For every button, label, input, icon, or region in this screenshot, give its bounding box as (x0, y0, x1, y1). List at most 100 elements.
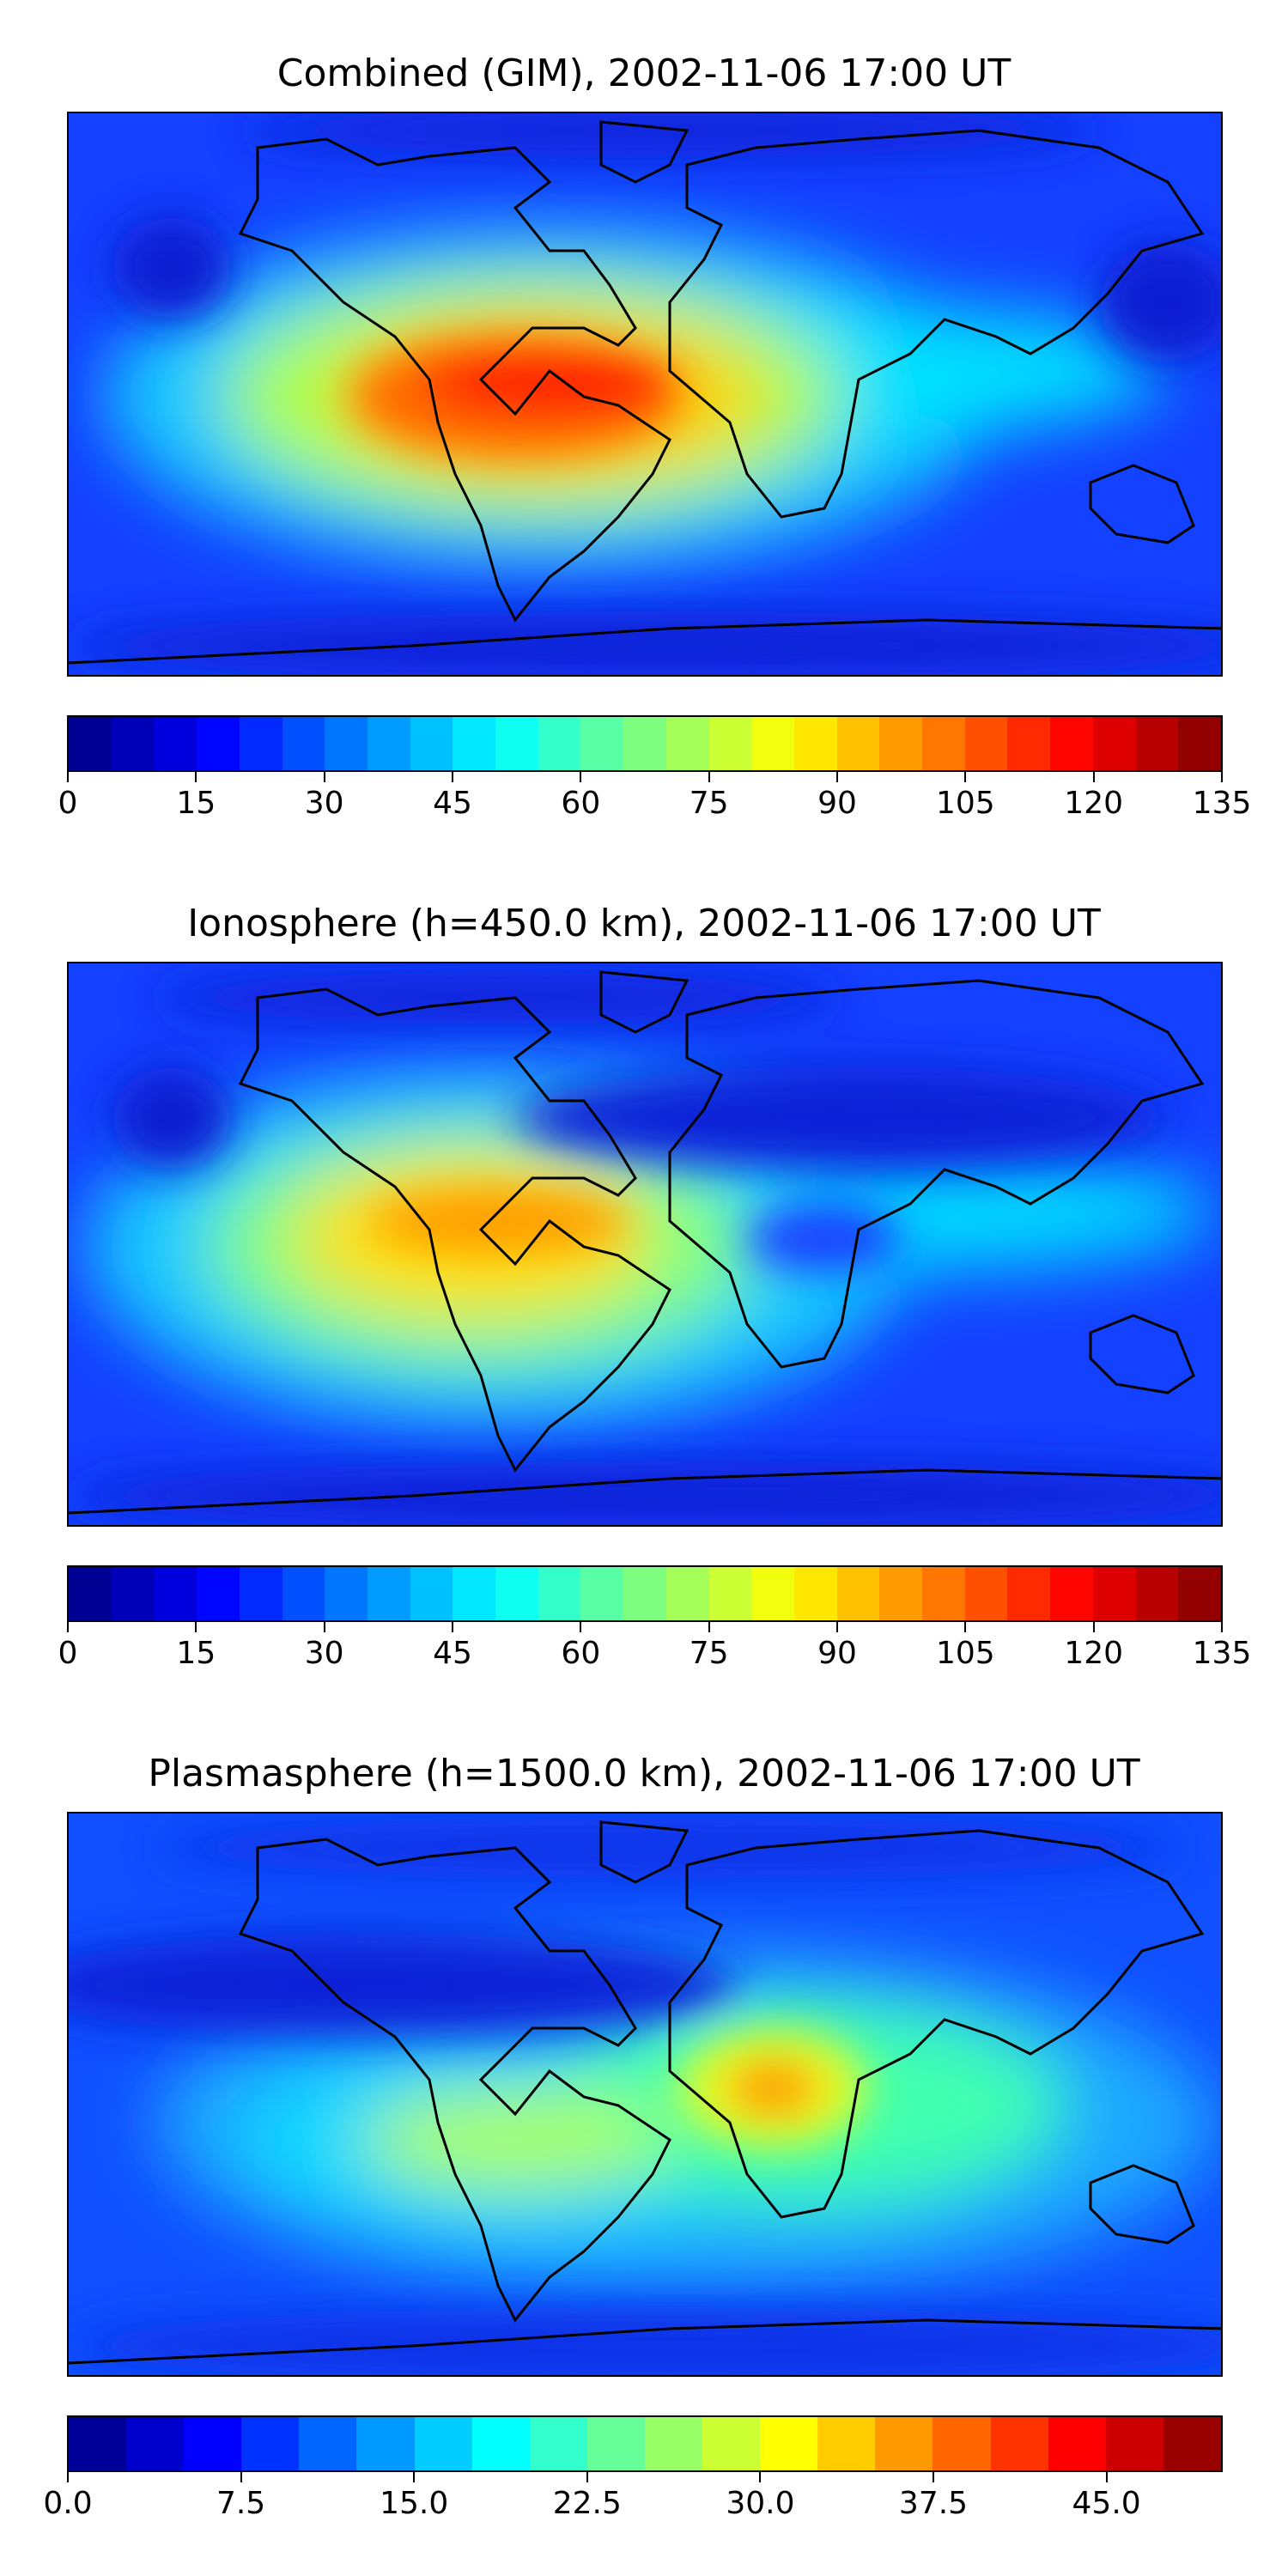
colorbar-segment (751, 1567, 794, 1620)
colorbar-tick (240, 2472, 242, 2482)
colorbar-segment (111, 1567, 155, 1620)
colorbar-tick-label: 75 (689, 1636, 729, 1671)
colorbar-segment (665, 717, 709, 770)
panel-3-title: Plasmasphere (h=1500.0 km), 2002-11-06 1… (148, 1752, 1140, 1795)
colorbar-segment (933, 2417, 991, 2470)
colorbar-segment (1007, 717, 1051, 770)
colorbar-segment (760, 2417, 818, 2470)
colorbar-segment (367, 1567, 410, 1620)
colorbar-tick-label: 60 (561, 1636, 601, 1671)
colorbar-segment (793, 1567, 837, 1620)
colorbar-tick-label: 22.5 (552, 2486, 622, 2521)
colorbar-segment (282, 717, 325, 770)
colorbar-segment (708, 1567, 752, 1620)
colorbar-segment (836, 717, 880, 770)
colorbar-segment (623, 717, 666, 770)
colorbar-segment (69, 717, 112, 770)
colorbar-tick (1092, 1622, 1095, 1632)
colorbar-tick (195, 1622, 197, 1632)
colorbar-segment (1163, 2417, 1221, 2470)
panel-1-colorbar (67, 715, 1223, 772)
colorbar-tick-label: 15 (176, 1636, 216, 1671)
colorbar-tick (964, 772, 967, 782)
colorbar-segment (1135, 1567, 1179, 1620)
colorbar-segment (495, 1567, 538, 1620)
colorbar-tick-label: 45 (433, 1636, 472, 1671)
colorbar-segment (922, 1567, 965, 1620)
colorbar-tick-label: 30 (304, 786, 344, 821)
colorbar-segment (197, 1567, 240, 1620)
colorbar-tick (67, 772, 69, 782)
colorbar-segment (184, 2417, 242, 2470)
colorbar-tick (759, 2472, 762, 2482)
colorbar-segment (197, 717, 240, 770)
colorbar-tick-label: 135 (1192, 1636, 1252, 1671)
colorbar-tick-label: 120 (1064, 1636, 1124, 1671)
colorbar-segment (1092, 717, 1136, 770)
colorbar-segment (356, 2417, 415, 2470)
colorbar-tick (67, 1622, 69, 1632)
colorbar-tick (323, 772, 325, 782)
colorbar-segment (69, 1567, 112, 1620)
colorbar-segment (836, 1567, 880, 1620)
colorbar-tick (708, 1622, 710, 1632)
colorbar-segment (793, 717, 837, 770)
colorbar-segment (922, 717, 965, 770)
colorbar-tick (836, 772, 838, 782)
colorbar-segment (69, 2417, 127, 2470)
colorbar-segment (126, 2417, 185, 2470)
colorbar-segment (239, 1567, 283, 1620)
colorbar-tick-label: 45.0 (1072, 2486, 1141, 2521)
colorbar-tick-label: 75 (689, 786, 729, 821)
colorbar-tick (1221, 772, 1223, 782)
colorbar-segment (751, 717, 794, 770)
colorbar-tick-label: 0 (58, 1636, 78, 1671)
colorbar-segment (580, 717, 624, 770)
colorbar-tick (1105, 2472, 1108, 2482)
colorbar-segment (623, 1567, 666, 1620)
colorbar-tick-label: 105 (935, 1636, 995, 1671)
colorbar-segment (580, 1567, 624, 1620)
colorbar-tick-label: 15.0 (380, 2486, 449, 2521)
colorbar-segment (1050, 717, 1093, 770)
colorbar-tick-label: 30.0 (726, 2486, 795, 2521)
colorbar-segment (964, 1567, 1008, 1620)
panel-3-colorbar (67, 2415, 1223, 2472)
colorbar-segment (325, 717, 368, 770)
colorbar-tick-label: 0.0 (43, 2486, 93, 2521)
colorbar-segment (644, 2417, 703, 2470)
colorbar-tick (580, 772, 582, 782)
colorbar-segment (879, 717, 923, 770)
panel-2-map (67, 962, 1223, 1527)
panel-2-heatmap (69, 963, 1221, 1525)
colorbar-segment (538, 1567, 581, 1620)
colorbar-segment (154, 717, 197, 770)
colorbar-tick-label: 7.5 (216, 2486, 266, 2521)
colorbar-tick-label: 120 (1064, 786, 1124, 821)
colorbar-segment (1105, 2417, 1163, 2470)
colorbar-segment (471, 2417, 530, 2470)
colorbar-segment (964, 717, 1008, 770)
colorbar-tick (452, 772, 453, 782)
colorbar-tick (964, 1622, 967, 1632)
colorbar-segment (410, 717, 453, 770)
panel-2-colorbar-ticks: 0 15 30 45 60 75 90 105 120 135 (58, 1622, 1251, 1674)
colorbar-segment (1048, 2417, 1106, 2470)
colorbar-segment (410, 1567, 453, 1620)
colorbar-segment (414, 2417, 472, 2470)
panel-1-heatmap (69, 113, 1221, 675)
colorbar-tick (452, 1622, 453, 1632)
panel-3-colorbar-ticks: 0.0 7.5 15.0 22.5 30.0 37.5 45.0 (43, 2472, 1223, 2524)
panel-3-map (67, 1812, 1223, 2377)
panel-1-map (67, 112, 1223, 677)
colorbar-tick-label: 135 (1192, 786, 1252, 821)
panel-2-title: Ionosphere (h=450.0 km), 2002-11-06 17:0… (187, 902, 1101, 945)
colorbar-tick (195, 772, 197, 782)
colorbar-segment (1050, 1567, 1093, 1620)
colorbar-tick (323, 1622, 325, 1632)
colorbar-tick (933, 2472, 934, 2482)
colorbar-segment (282, 1567, 325, 1620)
panel-1-colorbar-ticks: 0 15 30 45 60 75 90 105 120 135 (58, 772, 1251, 823)
colorbar-segment (586, 2417, 645, 2470)
colorbar-tick (708, 772, 710, 782)
